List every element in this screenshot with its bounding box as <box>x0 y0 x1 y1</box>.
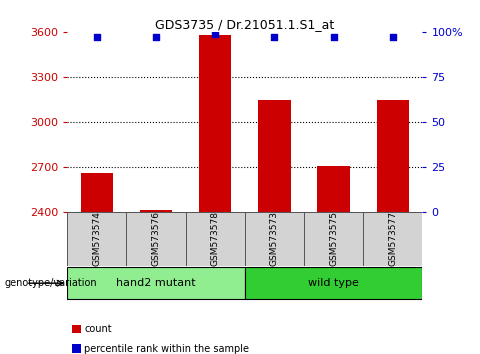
Text: genotype/variation: genotype/variation <box>5 278 97 288</box>
Point <box>330 34 337 40</box>
Point <box>271 34 278 40</box>
Bar <box>376 99 409 212</box>
Bar <box>67 267 245 299</box>
Bar <box>81 172 113 212</box>
Text: GSM573573: GSM573573 <box>270 211 279 267</box>
Text: wild type: wild type <box>308 278 359 288</box>
Bar <box>317 166 350 212</box>
Text: percentile rank within the sample: percentile rank within the sample <box>84 344 249 354</box>
Point <box>93 34 101 40</box>
Bar <box>363 212 422 266</box>
Text: count: count <box>84 324 112 334</box>
Bar <box>186 212 245 266</box>
Text: hand2 mutant: hand2 mutant <box>116 278 196 288</box>
Bar <box>140 210 172 212</box>
Text: GSM573574: GSM573574 <box>92 211 101 267</box>
Bar <box>67 212 126 266</box>
Bar <box>245 212 304 266</box>
Point <box>389 34 396 40</box>
Bar <box>126 212 186 266</box>
Text: GSM573575: GSM573575 <box>329 211 338 267</box>
Text: GSM573577: GSM573577 <box>388 211 397 267</box>
Bar <box>245 267 422 299</box>
Bar <box>199 35 231 212</box>
Point <box>152 34 160 40</box>
Text: GSM573576: GSM573576 <box>152 211 160 267</box>
Title: GDS3735 / Dr.21051.1.S1_at: GDS3735 / Dr.21051.1.S1_at <box>155 18 335 31</box>
Bar <box>258 99 291 212</box>
Point <box>211 31 219 36</box>
Text: GSM573578: GSM573578 <box>211 211 220 267</box>
Bar <box>304 212 363 266</box>
